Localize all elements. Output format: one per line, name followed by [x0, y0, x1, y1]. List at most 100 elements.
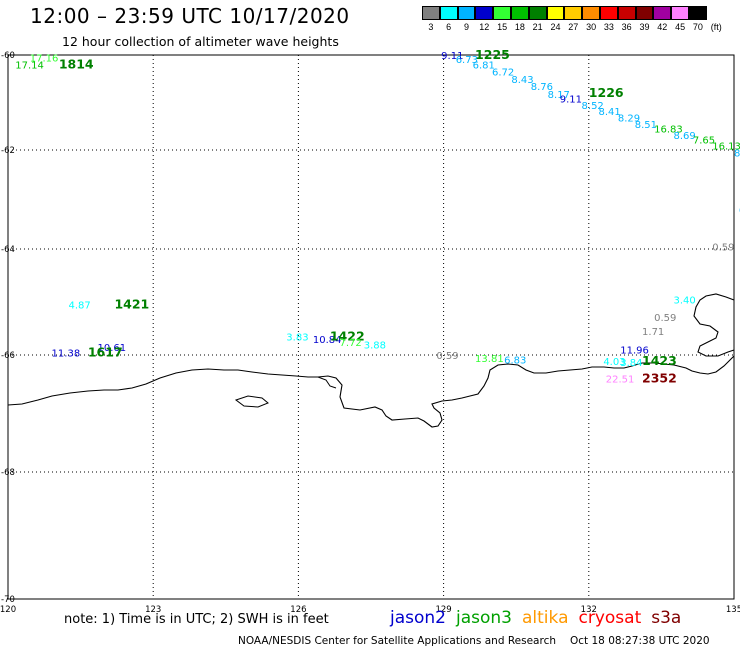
wave-height-label: 7.65: [693, 136, 715, 147]
lat-tick--68: -68: [1, 468, 15, 478]
lat-tick--64: -64: [1, 245, 15, 255]
lon-tick-132: 132: [581, 605, 597, 615]
lat-tick--70: -70: [1, 595, 15, 605]
coastline-island: [234, 395, 269, 408]
pass-time-label: 2352: [642, 370, 677, 385]
legend-swatch-70: [688, 6, 707, 20]
map-title: 12:00 – 23:59 UTC 10/17/2020: [30, 4, 350, 28]
legend-swatch-15: [493, 6, 511, 20]
lon-tick-129: 129: [435, 605, 451, 615]
wave-height-label: 8.51: [635, 120, 657, 131]
legend-swatch-6: [439, 6, 458, 20]
wave-height-label: 8.17: [548, 90, 570, 101]
legend-label-24: 24: [550, 22, 561, 32]
color-legend: 3 6 9 12 15 18 21 24 27 30 33 36 39 42 45 70 (ft): [422, 6, 722, 34]
legend-label-9: 9: [463, 22, 470, 32]
legend-label-45: 45: [675, 22, 686, 32]
legend-label-15: 15: [497, 22, 508, 32]
wave-height-label: 9.11: [560, 95, 582, 106]
wave-height-label: 6.72: [492, 68, 514, 79]
legend-label-42: 42: [657, 22, 668, 32]
pass-time-label: 1422: [330, 328, 365, 343]
lat-tick--60: -60: [1, 51, 15, 61]
wave-height-label: 3.88: [364, 340, 386, 351]
wave-height-label: 3.84: [620, 358, 642, 369]
wave-height-label: 6.81: [473, 61, 495, 72]
legend-swatch-9: [457, 6, 476, 20]
satellite-jason3: jason3: [456, 608, 512, 628]
coastline: [7, 355, 735, 428]
wave-height-label: 4.87: [69, 301, 91, 312]
wave-height-label: 16.13: [712, 141, 740, 152]
plot-frame: [7, 54, 735, 600]
pass-time-label: 1814: [59, 57, 94, 72]
pass-time-label: 1226: [589, 85, 624, 100]
wave-height-label: 0.59: [436, 351, 458, 362]
wave-height-label: 17.16: [30, 53, 59, 64]
coastline-bay: [317, 376, 337, 389]
satellite-jason2: jason2: [390, 608, 446, 628]
wave-height-label: 3.83: [286, 332, 308, 343]
legend-label-21: 21: [532, 22, 543, 32]
legend-swatch-33: [599, 6, 618, 20]
legend-label-70: 70: [692, 22, 703, 32]
footer-note: note: 1) Time is in UTC; 2) SWH is in fe…: [64, 612, 329, 627]
coastline-east: [693, 293, 735, 357]
wave-height-label: 8.69: [674, 131, 696, 142]
legend-swatch-27: [564, 6, 583, 20]
lat-tick--66: -66: [1, 351, 15, 361]
pass-time-label: 1617: [88, 344, 123, 359]
wave-height-label: 11.96: [620, 346, 649, 357]
pass-time-label: 1225: [475, 47, 510, 62]
legend-label-12: 12: [479, 22, 490, 32]
wave-height-label: 9.11: [441, 51, 463, 62]
axis-ticks: 120 123 126 129 132 135 -60 -62 -64 -66 -68 -70: [0, 51, 740, 615]
legend-swatch-3: [422, 6, 440, 20]
legend-swatch-24: [546, 6, 565, 20]
wave-height-label: 11.38: [52, 348, 81, 359]
wave-height-label: 8.9: [734, 148, 740, 159]
legend-swatches: [422, 6, 707, 20]
wave-height-label: 10.84: [313, 335, 342, 346]
grid-lines: [8, 55, 734, 599]
wave-height-label: 1.71: [642, 327, 664, 338]
wave-height-label: 8.52: [582, 101, 604, 112]
lon-tick-123: 123: [145, 605, 161, 615]
wave-height-label: 4.03: [603, 357, 625, 368]
wave-height-label: 6.83: [504, 356, 526, 367]
legend-unit: (ft): [710, 22, 722, 32]
wave-height-label: 10.61: [98, 343, 127, 354]
legend-label-39: 39: [639, 22, 650, 32]
generation-timestamp: Oct 18 08:27:38 UTC 2020: [570, 635, 710, 647]
wave-height-label: 8.29: [618, 114, 640, 125]
wave-height-label: 22.51: [606, 374, 635, 385]
wave-height-label: 17.14: [15, 61, 44, 72]
wave-height-label: 7.72: [340, 338, 362, 349]
legend-swatch-45: [671, 6, 689, 20]
credit-line: NOAA/NESDIS Center for Satellite Applica…: [238, 635, 710, 647]
satellite-altika: altika: [522, 608, 569, 628]
pass-time-label: 1421: [114, 297, 149, 312]
legend-label-6: 6: [446, 22, 452, 32]
lat-tick--62: -62: [1, 146, 15, 156]
wave-height-label: 16.83: [654, 125, 683, 136]
credit-text: NOAA/NESDIS Center for Satellite Applica…: [238, 635, 556, 647]
legend-swatch-21: [528, 6, 547, 20]
satellite-s3a: s3a: [651, 608, 682, 628]
legend-swatch-12: [475, 6, 494, 20]
wave-height-label: 0.59: [654, 313, 676, 324]
legend-label-27: 27: [568, 22, 579, 32]
wave-height-label: 8.76: [531, 82, 553, 93]
lon-tick-126: 126: [290, 605, 306, 615]
legend-swatch-39: [635, 6, 654, 20]
legend-labels: 3 6 9 12 15 18 21 24 27 30 33 36 39 42 45 70 (ft): [422, 20, 721, 34]
wave-height-label: 0.59: [712, 243, 734, 254]
wave-height-label: 6: [739, 205, 740, 216]
wave-height-label: 8.43: [511, 75, 533, 86]
legend-swatch-42: [653, 6, 672, 20]
lon-tick-120: 120: [0, 605, 16, 615]
satellite-cryosat: cryosat: [578, 608, 642, 628]
lon-tick-135: 135: [726, 605, 740, 615]
